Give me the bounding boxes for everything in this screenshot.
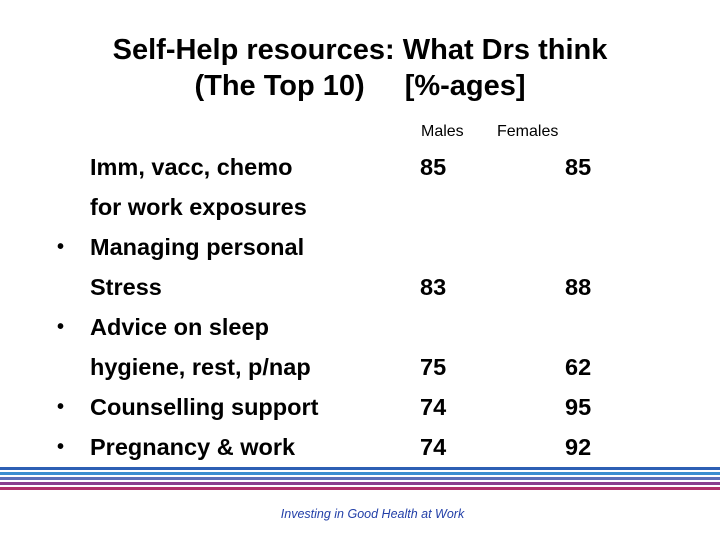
title-top-ten: (The Top 10) [194,70,365,102]
bullet-icon: • [57,396,65,418]
item-1-females-value: 85 [565,154,592,180]
item-1-line-1: Imm, vacc, chemo [90,154,293,180]
item-5-line-1: Pregnancy & work [90,434,296,460]
stripe [0,472,720,475]
item-2-line-2: Stress [90,274,162,300]
decorative-stripes [0,467,720,495]
column-header-females: Females [497,123,559,140]
item-2-line-1: Managing personal [90,234,305,260]
item-4-males-value: 74 [420,394,447,420]
title-line-1: Self-Help resources: What Drs think [112,34,608,66]
item-1-males-value: 85 [420,154,447,180]
bullet-icon: • [57,316,65,338]
item-2-females-value: 88 [565,274,592,300]
bullet-icon: • [57,236,65,258]
bullet-icon: • [57,436,65,458]
stripe [0,487,720,490]
item-5-males-value: 74 [420,434,447,460]
item-3-males-value: 75 [420,354,447,380]
stripe [0,467,720,470]
item-4-line-1: Counselling support [90,394,319,420]
stripe [0,482,720,485]
slide-title: Self-Help resources: What Drs think (The… [0,32,720,104]
item-1-line-2: for work exposures [90,194,307,220]
item-3-females-value: 62 [565,354,592,380]
stripe [0,477,720,480]
item-3-line-1: Advice on sleep [90,314,269,340]
column-header-males: Males [421,123,464,140]
item-2-males-value: 83 [420,274,447,300]
title-line-2: (The Top 10) [%-ages] [0,68,720,104]
item-5-females-value: 92 [565,434,592,460]
title-percentages: [%-ages] [404,70,526,102]
item-4-females-value: 95 [565,394,592,420]
footer-tagline: Investing in Good Health at Work [280,507,465,521]
item-3-line-2: hygiene, rest, p/nap [90,354,311,380]
